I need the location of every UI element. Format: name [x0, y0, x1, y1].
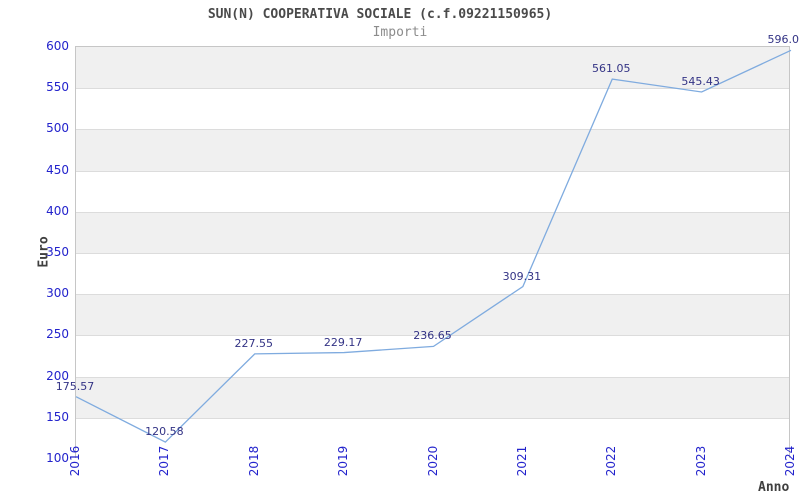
- x-tick-label: 2024: [783, 445, 797, 477]
- data-point-label: 236.65: [413, 329, 452, 343]
- plot-band: [76, 88, 789, 130]
- gridline: [76, 129, 789, 131]
- gridline: [76, 88, 789, 90]
- gridline: [76, 253, 789, 254]
- plot-band: [76, 211, 789, 253]
- gridline: [76, 294, 789, 296]
- x-tick-label: 2021: [514, 445, 529, 477]
- plot-band: [76, 376, 789, 418]
- y-tick-label: 200: [46, 368, 69, 383]
- x-tick-label: 2022: [604, 445, 619, 477]
- data-point-label: 175.57: [55, 379, 95, 393]
- gridline: [76, 376, 789, 378]
- x-axis-label: Anno: [758, 480, 790, 495]
- data-point-label: 120.58: [145, 425, 184, 439]
- plot-band: [76, 294, 789, 336]
- data-point-label: 309.31: [502, 269, 542, 283]
- y-tick-label: 450: [46, 162, 69, 177]
- gridline: [76, 417, 789, 419]
- plot-band: [76, 335, 789, 377]
- data-point-label: 229.17: [323, 335, 363, 349]
- chart-title: SUN(N) COOPERATIVA SOCIALE (c.f.09221150…: [207, 7, 553, 22]
- x-tick-label: 2020: [425, 445, 440, 477]
- data-point-label: 596.0: [767, 33, 800, 47]
- y-tick-label: 250: [46, 327, 69, 342]
- x-tick-label: 2016: [68, 445, 82, 477]
- x-tick-label: 2023: [693, 445, 708, 477]
- plot-band: [76, 253, 789, 295]
- plot-band: [76, 170, 789, 212]
- data-point-label: 561.05: [592, 62, 631, 76]
- data-point-label: 545.43: [681, 74, 720, 88]
- y-tick-label: 100: [46, 451, 69, 465]
- plot-band: [76, 129, 789, 171]
- plot-area: [75, 46, 792, 459]
- gridline: [76, 335, 789, 337]
- y-tick-label: 600: [46, 39, 69, 53]
- gridline: [76, 211, 789, 213]
- y-tick-label: 150: [46, 409, 69, 424]
- gridline: [76, 170, 789, 172]
- y-tick-label: 400: [46, 203, 69, 218]
- data-point-label: 227.55: [234, 336, 274, 350]
- x-tick-label: 2017: [157, 445, 172, 477]
- plot-band: [76, 417, 789, 459]
- y-tick-label: 350: [46, 245, 69, 259]
- y-tick-label: 300: [46, 286, 69, 301]
- y-tick-label: 550: [46, 80, 69, 95]
- x-tick-label: 2018: [246, 445, 261, 477]
- data-line: [75, 49, 792, 443]
- y-tick-label: 500: [46, 121, 69, 136]
- x-tick-label: 2019: [336, 445, 351, 477]
- chart-subtitle: Importi: [372, 25, 428, 40]
- plot-band: [76, 47, 789, 89]
